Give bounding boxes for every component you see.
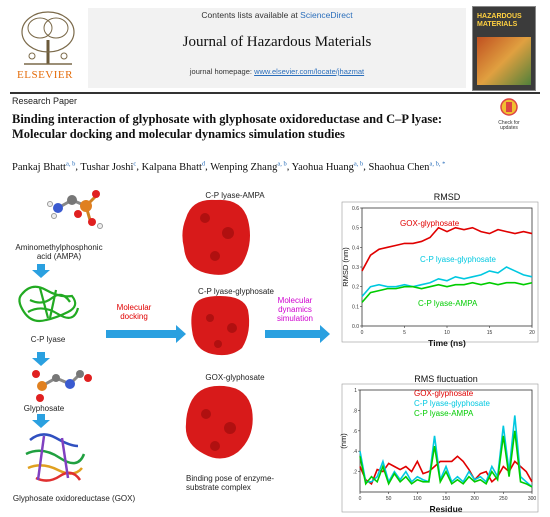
glyphosate-molecule <box>32 370 92 402</box>
y-tick-label: 0.6 <box>352 206 359 212</box>
author[interactable]: Kalpana Bhattd <box>141 160 206 173</box>
series-line-2 <box>361 281 533 303</box>
publisher-name: ELSEVIER <box>17 69 73 81</box>
cp-lyase-label: C-P lyase <box>30 335 66 344</box>
author[interactable]: Shaohua Chena, b, * <box>368 160 446 173</box>
complex-cp-glyphosate-structure <box>191 296 250 356</box>
homepage-link[interactable]: www.elsevier.com/locate/jhazmat <box>254 67 365 76</box>
article-title: Binding interaction of glyphosate with g… <box>12 112 443 141</box>
complex-cp-ampa-structure <box>182 199 250 275</box>
series-line-0 <box>359 455 533 486</box>
author-list: Pankaj Bhatta, b, Tushar Joshic, Kalpana… <box>12 160 446 173</box>
x-tick-label: 50 <box>386 496 392 502</box>
x-tick-label: 250 <box>499 496 508 502</box>
x-axis-label: Time (ns) <box>428 338 466 348</box>
y-tick-label: .8 <box>353 408 357 414</box>
y-tick-label: 0.0 <box>352 324 359 330</box>
rmsd-chart-frame <box>341 201 539 343</box>
x-tick-label: 300 <box>528 496 537 502</box>
contents-line: Contents lists available at ScienceDirec… <box>201 10 353 20</box>
rmsf-chart: RMS fluctuation Residue (nm) 0 50 100 150 200 25… <box>339 374 536 514</box>
complex-cp-glyphosate-label: C-P lyase-glyphosate <box>198 287 274 296</box>
x-tick-label: 5 <box>403 330 406 336</box>
binding-pose-label: Binding pose of enzyme-substrate complex <box>186 474 275 492</box>
cover-title: HAZARDOUS MATERIALS <box>477 13 522 28</box>
author[interactable]: Pankaj Bhatta, b <box>12 160 76 173</box>
legend-entry: C-P lyase-AMPA <box>414 409 474 418</box>
series-line-2 <box>359 430 533 488</box>
author[interactable]: Wenping Zhanga, b <box>210 160 287 173</box>
publisher-logo <box>14 6 82 68</box>
chart-title: RMS fluctuation <box>414 374 478 384</box>
y-tick-label: .4 <box>353 449 357 455</box>
ampa-molecule <box>47 190 103 229</box>
x-tick-label: 20 <box>529 330 535 336</box>
x-tick-label: 15 <box>487 330 493 336</box>
legend-entry: GOX-glyphosate <box>414 389 474 398</box>
y-tick-label: 0.5 <box>352 226 359 232</box>
series-label: C-P lyase-glyphosate <box>420 255 496 264</box>
y-tick-label: .6 <box>353 429 357 435</box>
y-tick-label: 0.2 <box>352 285 359 291</box>
article-type: Research Paper <box>12 96 78 106</box>
x-tick-label: 0 <box>359 496 362 502</box>
y-tick-label: 0.1 <box>352 304 359 310</box>
md-simulation-label: Molecular dynamics simulation <box>276 296 313 323</box>
author[interactable]: Tushar Joshic <box>80 160 137 173</box>
author[interactable]: Yaohua Huanga, b <box>291 160 364 173</box>
journal-title: Journal of Hazardous Materials <box>182 34 372 50</box>
journal-cover: HAZARDOUS MATERIALS <box>472 6 536 91</box>
glyphosate-label: Glyphosate <box>23 404 65 413</box>
x-tick-label: 150 <box>442 496 451 502</box>
y-tick-label: 0.3 <box>352 265 359 271</box>
chart-title: RMSD <box>434 192 461 202</box>
series-line-0 <box>361 226 533 272</box>
y-tick-label: 0.4 <box>352 245 359 251</box>
x-tick-label: 10 <box>444 330 450 336</box>
journal-banner <box>88 8 466 88</box>
rmsd-chart: RMSD Time (ns) RMSD (nm) 0 5 10 15 20 0.0 0.1 0.2 0… <box>341 192 535 348</box>
x-tick-label: 200 <box>470 496 479 502</box>
y-tick-label: 1 <box>354 388 357 394</box>
header-rule <box>10 92 540 94</box>
complex-cp-ampa-label: C-P lyase-AMPA <box>205 191 265 200</box>
series-label: C-P lyase-AMPA <box>418 299 478 308</box>
y-tick-label: .2 <box>353 470 357 476</box>
cp-lyase-structure <box>18 285 80 323</box>
complex-gox-label: GOX-glyphosate <box>205 373 265 382</box>
x-tick-label: 100 <box>413 496 422 502</box>
y-axis-label: (nm) <box>339 433 348 449</box>
series-line-1 <box>361 266 533 298</box>
journal-homepage: journal homepage: www.elsevier.com/locat… <box>189 67 365 76</box>
gox-label: Glyphosate oxidoreductase (GOX) <box>12 494 136 503</box>
series-label: GOX-glyphosate <box>400 219 460 228</box>
complex-gox-structure <box>185 385 253 459</box>
legend-entry: C-P lyase-glyphosate <box>414 399 490 408</box>
y-axis-label: RMSD (nm) <box>341 247 350 287</box>
sciencedirect-link[interactable]: ScienceDirect <box>300 10 353 20</box>
x-tick-label: 0 <box>361 330 364 336</box>
gox-structure <box>25 433 86 482</box>
ampa-label: Aminomethylphosphonic acid (AMPA) <box>15 243 103 261</box>
x-axis-label: Residue <box>429 504 462 514</box>
molecular-docking-label: Molecular docking <box>116 303 152 321</box>
check-for-updates-button[interactable]: Check for updates <box>492 98 526 131</box>
check-updates-icon <box>500 98 518 116</box>
